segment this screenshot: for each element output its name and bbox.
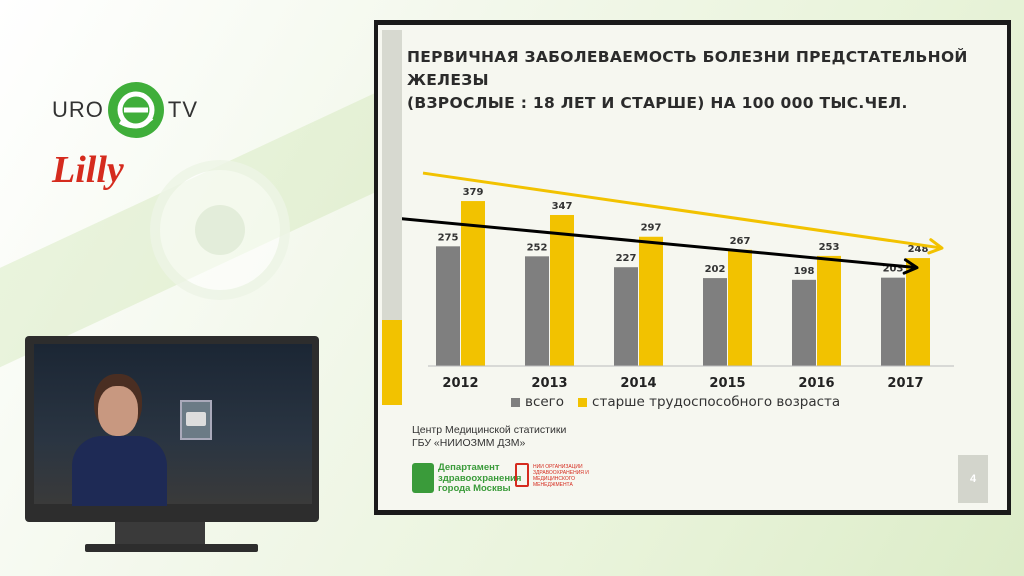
trend-arrow-all-head bbox=[902, 258, 919, 275]
nii-logo-icon bbox=[515, 463, 529, 487]
data-label-older-2012: 379 bbox=[463, 187, 484, 198]
bar-all-2012 bbox=[436, 246, 460, 366]
data-label-all-2017: 203 bbox=[883, 264, 904, 275]
slide-accent-gray bbox=[382, 30, 402, 320]
department-name: Департамент здравоохранения города Москв… bbox=[438, 462, 522, 495]
bar-older-2013 bbox=[550, 214, 574, 366]
legend-swatch-all bbox=[511, 397, 520, 407]
chart-legend: всего старше трудоспособного возраста bbox=[511, 394, 840, 410]
legend-item-all: всего bbox=[511, 394, 564, 410]
bar-all-2014 bbox=[614, 267, 638, 366]
bar-chart: 275 379 2012 252 347 2013 227 297 2014 202 267 2015… bbox=[402, 171, 954, 391]
data-label-all-2013: 252 bbox=[527, 242, 548, 253]
nii-name: НИИ ОРГАНИЗАЦИИ ЗДРАВООХРАНЕНИЯ И МЕДИЦИ… bbox=[533, 464, 589, 488]
lilly-logo: Lilly bbox=[52, 149, 124, 191]
data-label-all-2015: 202 bbox=[705, 264, 726, 275]
film-reel-hub bbox=[195, 205, 245, 255]
data-label-older-2014: 297 bbox=[641, 223, 662, 234]
data-label-all-2014: 227 bbox=[616, 253, 637, 264]
legend-item-older: старше трудоспособного возраста bbox=[578, 394, 840, 410]
slide-title: ПЕРВИЧНАЯ ЗАБОЛЕВАЕМОСТЬ БОЛЕЗНИ ПРЕДСТА… bbox=[407, 46, 1007, 115]
x-tick-label-2012: 2012 bbox=[442, 376, 478, 391]
monitor-stand bbox=[115, 522, 205, 544]
slide-title-line1: ПЕРВИЧНАЯ ЗАБОЛЕВАЕМОСТЬ БОЛЕЗНИ ПРЕДСТА… bbox=[407, 48, 968, 89]
source-line2: ГБУ «НИИОЗММ ДЗМ» bbox=[412, 437, 526, 449]
department-logo-icon bbox=[412, 463, 434, 493]
urotv-logo: URO TV bbox=[52, 80, 222, 140]
data-label-older-2016: 253 bbox=[819, 242, 840, 253]
bar-all-2015 bbox=[703, 278, 727, 366]
speaker-body bbox=[72, 436, 167, 506]
legend-label-older: старше трудоспособного возраста bbox=[592, 394, 841, 410]
bar-older-2016 bbox=[817, 255, 841, 366]
x-tick-label-2013: 2013 bbox=[531, 376, 567, 391]
slide-accent-yellow bbox=[382, 320, 402, 405]
legend-label-all: всего bbox=[525, 394, 565, 410]
dep-line1: Департамент bbox=[438, 462, 500, 473]
slide-title-line2: (ВЗРОСЛЫЕ : 18 ЛЕТ И СТАРШЕ) НА 100 000 … bbox=[407, 94, 908, 112]
data-label-older-2015: 267 bbox=[730, 236, 751, 247]
urotv-e-icon bbox=[107, 82, 164, 138]
bar-older-2017 bbox=[906, 258, 930, 366]
data-label-all-2012: 275 bbox=[438, 232, 459, 243]
video-door-sign bbox=[186, 412, 206, 426]
data-label-all-2016: 198 bbox=[794, 266, 815, 277]
source-note: Центр Медицинской статистики ГБУ «НИИОЗМ… bbox=[412, 424, 566, 450]
speaker-head bbox=[98, 386, 138, 436]
bar-older-2014 bbox=[639, 236, 663, 366]
dep-line3: города Москвы bbox=[438, 483, 511, 494]
bar-older-2012 bbox=[461, 201, 485, 366]
monitor-base bbox=[85, 544, 258, 552]
page-number: 4 bbox=[958, 455, 988, 503]
data-label-older-2013: 347 bbox=[552, 201, 573, 212]
trend-arrow-older-head bbox=[927, 238, 944, 255]
bar-all-2013 bbox=[525, 256, 549, 366]
bar-all-2017 bbox=[881, 277, 905, 366]
x-tick-label-2014: 2014 bbox=[620, 376, 656, 391]
source-line1: Центр Медицинской статистики bbox=[412, 424, 567, 436]
x-tick-label-2015: 2015 bbox=[709, 376, 745, 391]
logo-tv-text: TV bbox=[167, 97, 199, 122]
logo-uro-text: URO bbox=[52, 97, 104, 122]
data-label-older-2017: 248 bbox=[908, 244, 929, 255]
bar-all-2016 bbox=[792, 279, 816, 366]
dep-line2: здравоохранения bbox=[438, 472, 522, 484]
x-tick-label-2017: 2017 bbox=[887, 376, 923, 391]
trend-arrow-older-line bbox=[422, 171, 943, 250]
bar-older-2015 bbox=[728, 249, 752, 366]
trend-arrow-all-line bbox=[402, 217, 918, 270]
legend-swatch-older bbox=[578, 397, 588, 407]
film-reel-icon bbox=[150, 160, 290, 300]
x-tick-label-2016: 2016 bbox=[798, 376, 834, 391]
